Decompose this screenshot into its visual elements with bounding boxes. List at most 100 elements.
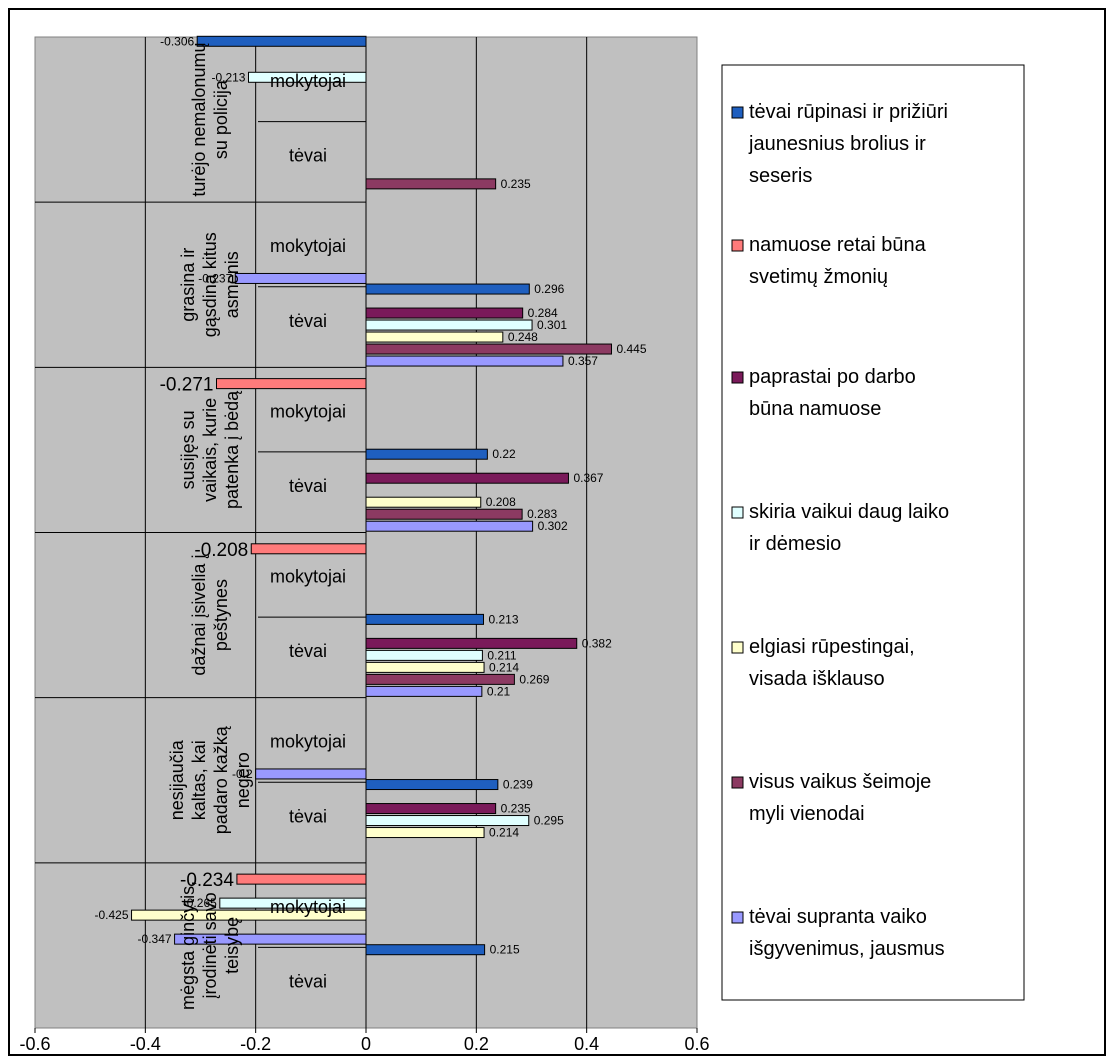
data-label: 0.284 — [528, 306, 558, 320]
bar — [365, 673, 515, 685]
group-label: mėgsta ginčytis, įrodinėti savo teisybę — [178, 881, 242, 1010]
bar — [365, 472, 569, 484]
data-label: 0.295 — [534, 814, 564, 828]
subgroup-label: tėvai — [289, 806, 327, 826]
legend-box — [721, 64, 1025, 1001]
subgroup-label: mokytojai — [270, 71, 346, 91]
data-label: 0.302 — [538, 519, 568, 533]
bar — [250, 543, 367, 555]
legend-swatch — [731, 371, 744, 384]
subgroup-label: tėvai — [289, 641, 327, 661]
subgroup-label: mokytojai — [270, 401, 346, 421]
subgroup-label: tėvai — [289, 971, 327, 991]
legend-swatch — [731, 506, 744, 519]
data-label: 0.211 — [487, 648, 516, 662]
data-label: 0.301 — [537, 318, 567, 332]
x-tick-label: 0.2 — [464, 1034, 489, 1054]
bar — [365, 448, 488, 460]
bar — [365, 637, 578, 649]
bar — [365, 331, 504, 343]
bar — [174, 933, 367, 945]
legend-label: skiria vaikui daug laiko ir dėmesio — [749, 501, 949, 555]
x-tick-label: -0.2 — [240, 1034, 271, 1054]
data-label: 0.235 — [501, 802, 531, 816]
data-label: 0.214 — [489, 826, 519, 840]
subgroup-label: mokytojai — [270, 897, 346, 917]
legend-swatch — [731, 776, 744, 789]
bar — [365, 779, 499, 791]
x-tick-label: 0.4 — [574, 1034, 599, 1054]
x-tick-label: -0.6 — [19, 1034, 50, 1054]
data-label: -0.2 — [232, 767, 253, 781]
bar — [236, 873, 367, 885]
data-label: 0.239 — [503, 778, 533, 792]
subgroup-label: mokytojai — [270, 567, 346, 587]
x-tick-label: -0.4 — [130, 1034, 161, 1054]
legend-swatch — [731, 641, 744, 654]
x-tick-label: 0 — [361, 1034, 371, 1054]
data-label: 0.22 — [492, 447, 516, 461]
subgroup-label: tėvai — [289, 311, 327, 331]
group-label: grasina ir gąsdina kitus asmenis — [178, 232, 242, 337]
bar — [365, 815, 530, 827]
bar — [365, 649, 483, 661]
bar — [365, 685, 483, 697]
bar — [365, 803, 497, 815]
data-label: -0.425 — [95, 908, 129, 922]
legend-label: tėvai rūpinasi ir prižiūri jaunesnius bro… — [748, 101, 948, 187]
data-label: -0.306 — [160, 34, 194, 48]
data-label: 0.213 — [489, 612, 519, 626]
legend-swatch — [731, 911, 744, 924]
legend-swatch — [731, 239, 744, 252]
bar — [365, 496, 482, 508]
data-label: -0.271 — [160, 375, 214, 396]
data-label: 0.208 — [486, 495, 516, 509]
bar — [247, 71, 367, 83]
x-tick-label: 0.6 — [684, 1034, 709, 1054]
data-label: -0.347 — [138, 932, 172, 946]
plot-area: turėjo nemalonumų su policija grasina ir gą… — [34, 34, 698, 1029]
legend-label: elgiasi rūpestingai, visada išklauso — [749, 636, 915, 690]
data-label: 0.21 — [487, 684, 511, 698]
data-label: 0.215 — [490, 943, 520, 957]
bar — [365, 178, 497, 190]
subgroup-label: tėvai — [289, 476, 327, 496]
group-label: dažnai įsivelia į peštynes — [189, 555, 231, 676]
bar — [365, 307, 524, 319]
data-label: 0.445 — [616, 342, 646, 356]
data-label: 0.382 — [582, 636, 612, 650]
bar — [365, 520, 534, 532]
bar — [234, 272, 367, 284]
x-axis: -0.6 -0.4 -0.2 0 0.2 0.4 0.6 — [19, 1028, 710, 1054]
bar — [365, 508, 523, 520]
legend-label: namuose retai būna svetimų žmonių — [749, 234, 927, 288]
data-label: 0.248 — [508, 330, 538, 344]
group-label: susijęs su vaikais, kurie patenka į bėdą — [178, 390, 242, 509]
legend-label: tėvai supranta vaiko išgyvenimus, jausmus — [749, 906, 945, 960]
subgroup-label: tėvai — [289, 146, 327, 166]
data-label: -0.213 — [211, 70, 245, 84]
bar — [365, 827, 485, 839]
group-label: turėjo nemalonumų su policija — [189, 43, 231, 197]
data-label: 0.367 — [573, 471, 603, 485]
bar — [365, 355, 564, 367]
data-label: -0.208 — [194, 540, 248, 561]
subgroup-label: mokytojai — [270, 236, 346, 256]
bar — [196, 35, 367, 47]
data-label: 0.235 — [501, 177, 531, 191]
legend-swatch — [731, 106, 744, 119]
legend-label: paprastai po darbo būna namuose — [749, 366, 916, 420]
data-label: -0.237 — [198, 271, 232, 285]
bar — [215, 378, 367, 390]
bar — [219, 897, 367, 909]
bar — [255, 768, 367, 780]
data-label: 0.269 — [519, 672, 549, 686]
bar — [365, 613, 485, 625]
bar — [365, 661, 485, 673]
subgroup-label: mokytojai — [270, 732, 346, 752]
legend: tėvai rūpinasi ir prižiūri jaunesnius bro… — [721, 64, 1025, 1001]
bar — [365, 343, 612, 355]
bar — [131, 909, 367, 921]
bar — [365, 319, 533, 331]
